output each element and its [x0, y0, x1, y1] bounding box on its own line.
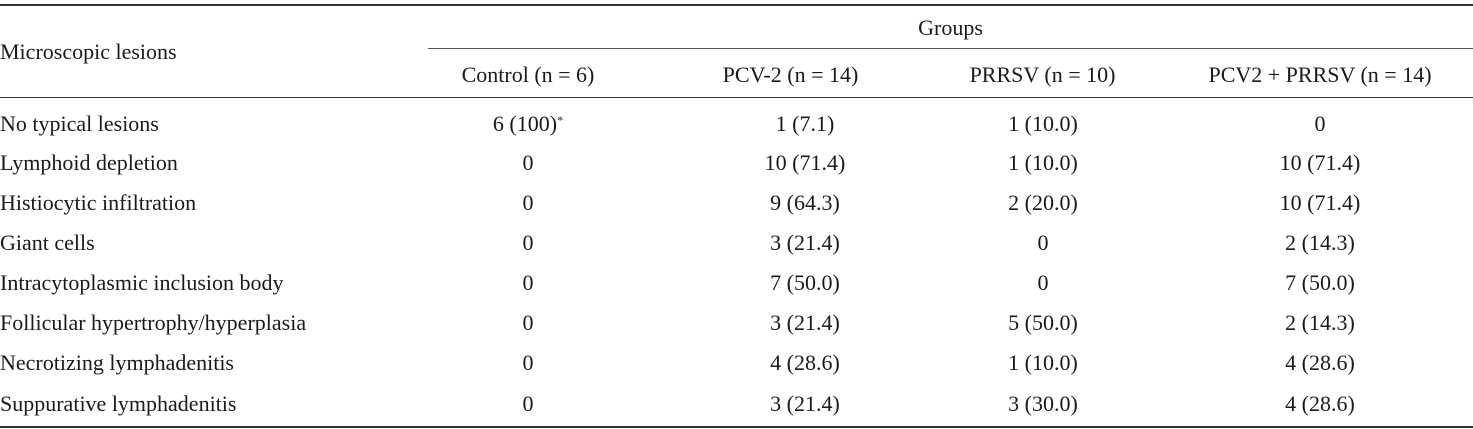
cell-value: 7 (50.0) — [1285, 270, 1355, 295]
cell-value: 10 (71.4) — [764, 150, 846, 175]
table-cell: 3 (21.4) — [695, 310, 915, 336]
table-cell: 1 (10.0) — [933, 350, 1153, 376]
column-header-pcv2: PCV-2 (n = 14) — [722, 62, 859, 87]
cell-value: 2 (20.0) — [1008, 190, 1078, 215]
cell-value: 0 — [522, 190, 534, 215]
table-cell: 5 (50.0) — [933, 310, 1153, 336]
cell-value: 1 (10.0) — [1008, 150, 1078, 175]
row-label: Intracytoplasmic inclusion body — [0, 270, 284, 295]
cell-value: 3 (21.4) — [770, 391, 840, 416]
cell-value: 4 (28.6) — [770, 350, 840, 375]
table-cell: 0 — [933, 230, 1153, 256]
groups-header: Groups — [918, 15, 983, 40]
cell-value: 3 (21.4) — [770, 310, 840, 335]
table-cell: 7 (50.0) — [695, 270, 915, 296]
table-top-rule — [0, 4, 1473, 6]
cell-value: 0 — [522, 230, 534, 255]
table-cell: 2 (14.3) — [1210, 230, 1430, 256]
table-cell: 0 — [418, 150, 638, 176]
groups-underline — [428, 48, 1473, 49]
cell-value: 1 (7.1) — [775, 111, 835, 136]
table-cell: 0 — [418, 270, 638, 296]
row-label: Lymphoid depletion — [0, 150, 178, 175]
table-cell: 0 — [418, 230, 638, 256]
table-cell: 0 — [418, 391, 638, 417]
table-cell: 10 (71.4) — [1210, 190, 1430, 216]
cell-value: 1 (10.0) — [1008, 111, 1078, 136]
row-label: Necrotizing lymphadenitis — [0, 350, 234, 375]
cell-value: 6 (100) — [492, 111, 558, 136]
table-cell: 2 (14.3) — [1210, 310, 1430, 336]
cell-value: 0 — [1037, 230, 1049, 255]
row-label: Suppurative lymphadenitis — [0, 391, 237, 416]
cell-value: 0 — [1314, 111, 1326, 136]
cell-value: 4 (28.6) — [1285, 350, 1355, 375]
row-label: Follicular hypertrophy/hyperplasia — [0, 310, 307, 335]
table-cell: 4 (28.6) — [695, 350, 915, 376]
row-label: No typical lesions — [0, 111, 159, 136]
column-header-pcv2-prrsv: PCV2 + PRRSV (n = 14) — [1208, 62, 1432, 87]
table-cell: 4 (28.6) — [1210, 391, 1430, 417]
cell-value: 2 (14.3) — [1285, 310, 1355, 335]
column-header-prrsv: PRRSV (n = 10) — [969, 62, 1116, 87]
table-cell: 1 (10.0) — [933, 150, 1153, 176]
header-bottom-rule — [0, 97, 1473, 98]
cell-value: 3 (30.0) — [1008, 391, 1078, 416]
table-cell: 3 (30.0) — [933, 391, 1153, 417]
cell-value: 10 (71.4) — [1279, 190, 1361, 215]
cell-value: 7 (50.0) — [770, 270, 840, 295]
table-cell: 10 (71.4) — [1210, 150, 1430, 176]
table-cell: 0 — [1210, 111, 1430, 137]
cell-value: 2 (14.3) — [1285, 230, 1355, 255]
table-cell: 6 (100)* — [418, 111, 638, 137]
row-label: Giant cells — [0, 230, 95, 255]
cell-value: 0 — [522, 310, 534, 335]
cell-value: 1 (10.0) — [1008, 350, 1078, 375]
table-cell: 0 — [418, 310, 638, 336]
table-cell: 0 — [418, 190, 638, 216]
cell-value: 0 — [522, 270, 534, 295]
table-cell: 10 (71.4) — [695, 150, 915, 176]
cell-value: 0 — [522, 391, 534, 416]
table-cell: 7 (50.0) — [1210, 270, 1430, 296]
footnote-mark: * — [557, 113, 564, 127]
row-label: Histiocytic infiltration — [0, 190, 197, 215]
table-cell: 1 (7.1) — [695, 111, 915, 137]
table-cell: 3 (21.4) — [695, 230, 915, 256]
table-cell: 4 (28.6) — [1210, 350, 1430, 376]
table-cell: 1 (10.0) — [933, 111, 1153, 137]
table-cell: 9 (64.3) — [695, 190, 915, 216]
table-cell: 0 — [418, 350, 638, 376]
table-cell: 2 (20.0) — [933, 190, 1153, 216]
table-bottom-rule — [0, 426, 1473, 428]
table-cell: 3 (21.4) — [695, 391, 915, 417]
table-cell: 0 — [933, 270, 1153, 296]
cell-value: 5 (50.0) — [1008, 310, 1078, 335]
cell-value: 0 — [522, 150, 534, 175]
cell-value: 9 (64.3) — [770, 190, 840, 215]
cell-value: 3 (21.4) — [770, 230, 840, 255]
cell-value: 0 — [522, 350, 534, 375]
stub-header: Microscopic lesions — [0, 39, 177, 64]
cell-value: 10 (71.4) — [1279, 150, 1361, 175]
column-header-control: Control (n = 6) — [461, 62, 595, 87]
cell-value: 4 (28.6) — [1285, 391, 1355, 416]
cell-value: 0 — [1037, 270, 1049, 295]
